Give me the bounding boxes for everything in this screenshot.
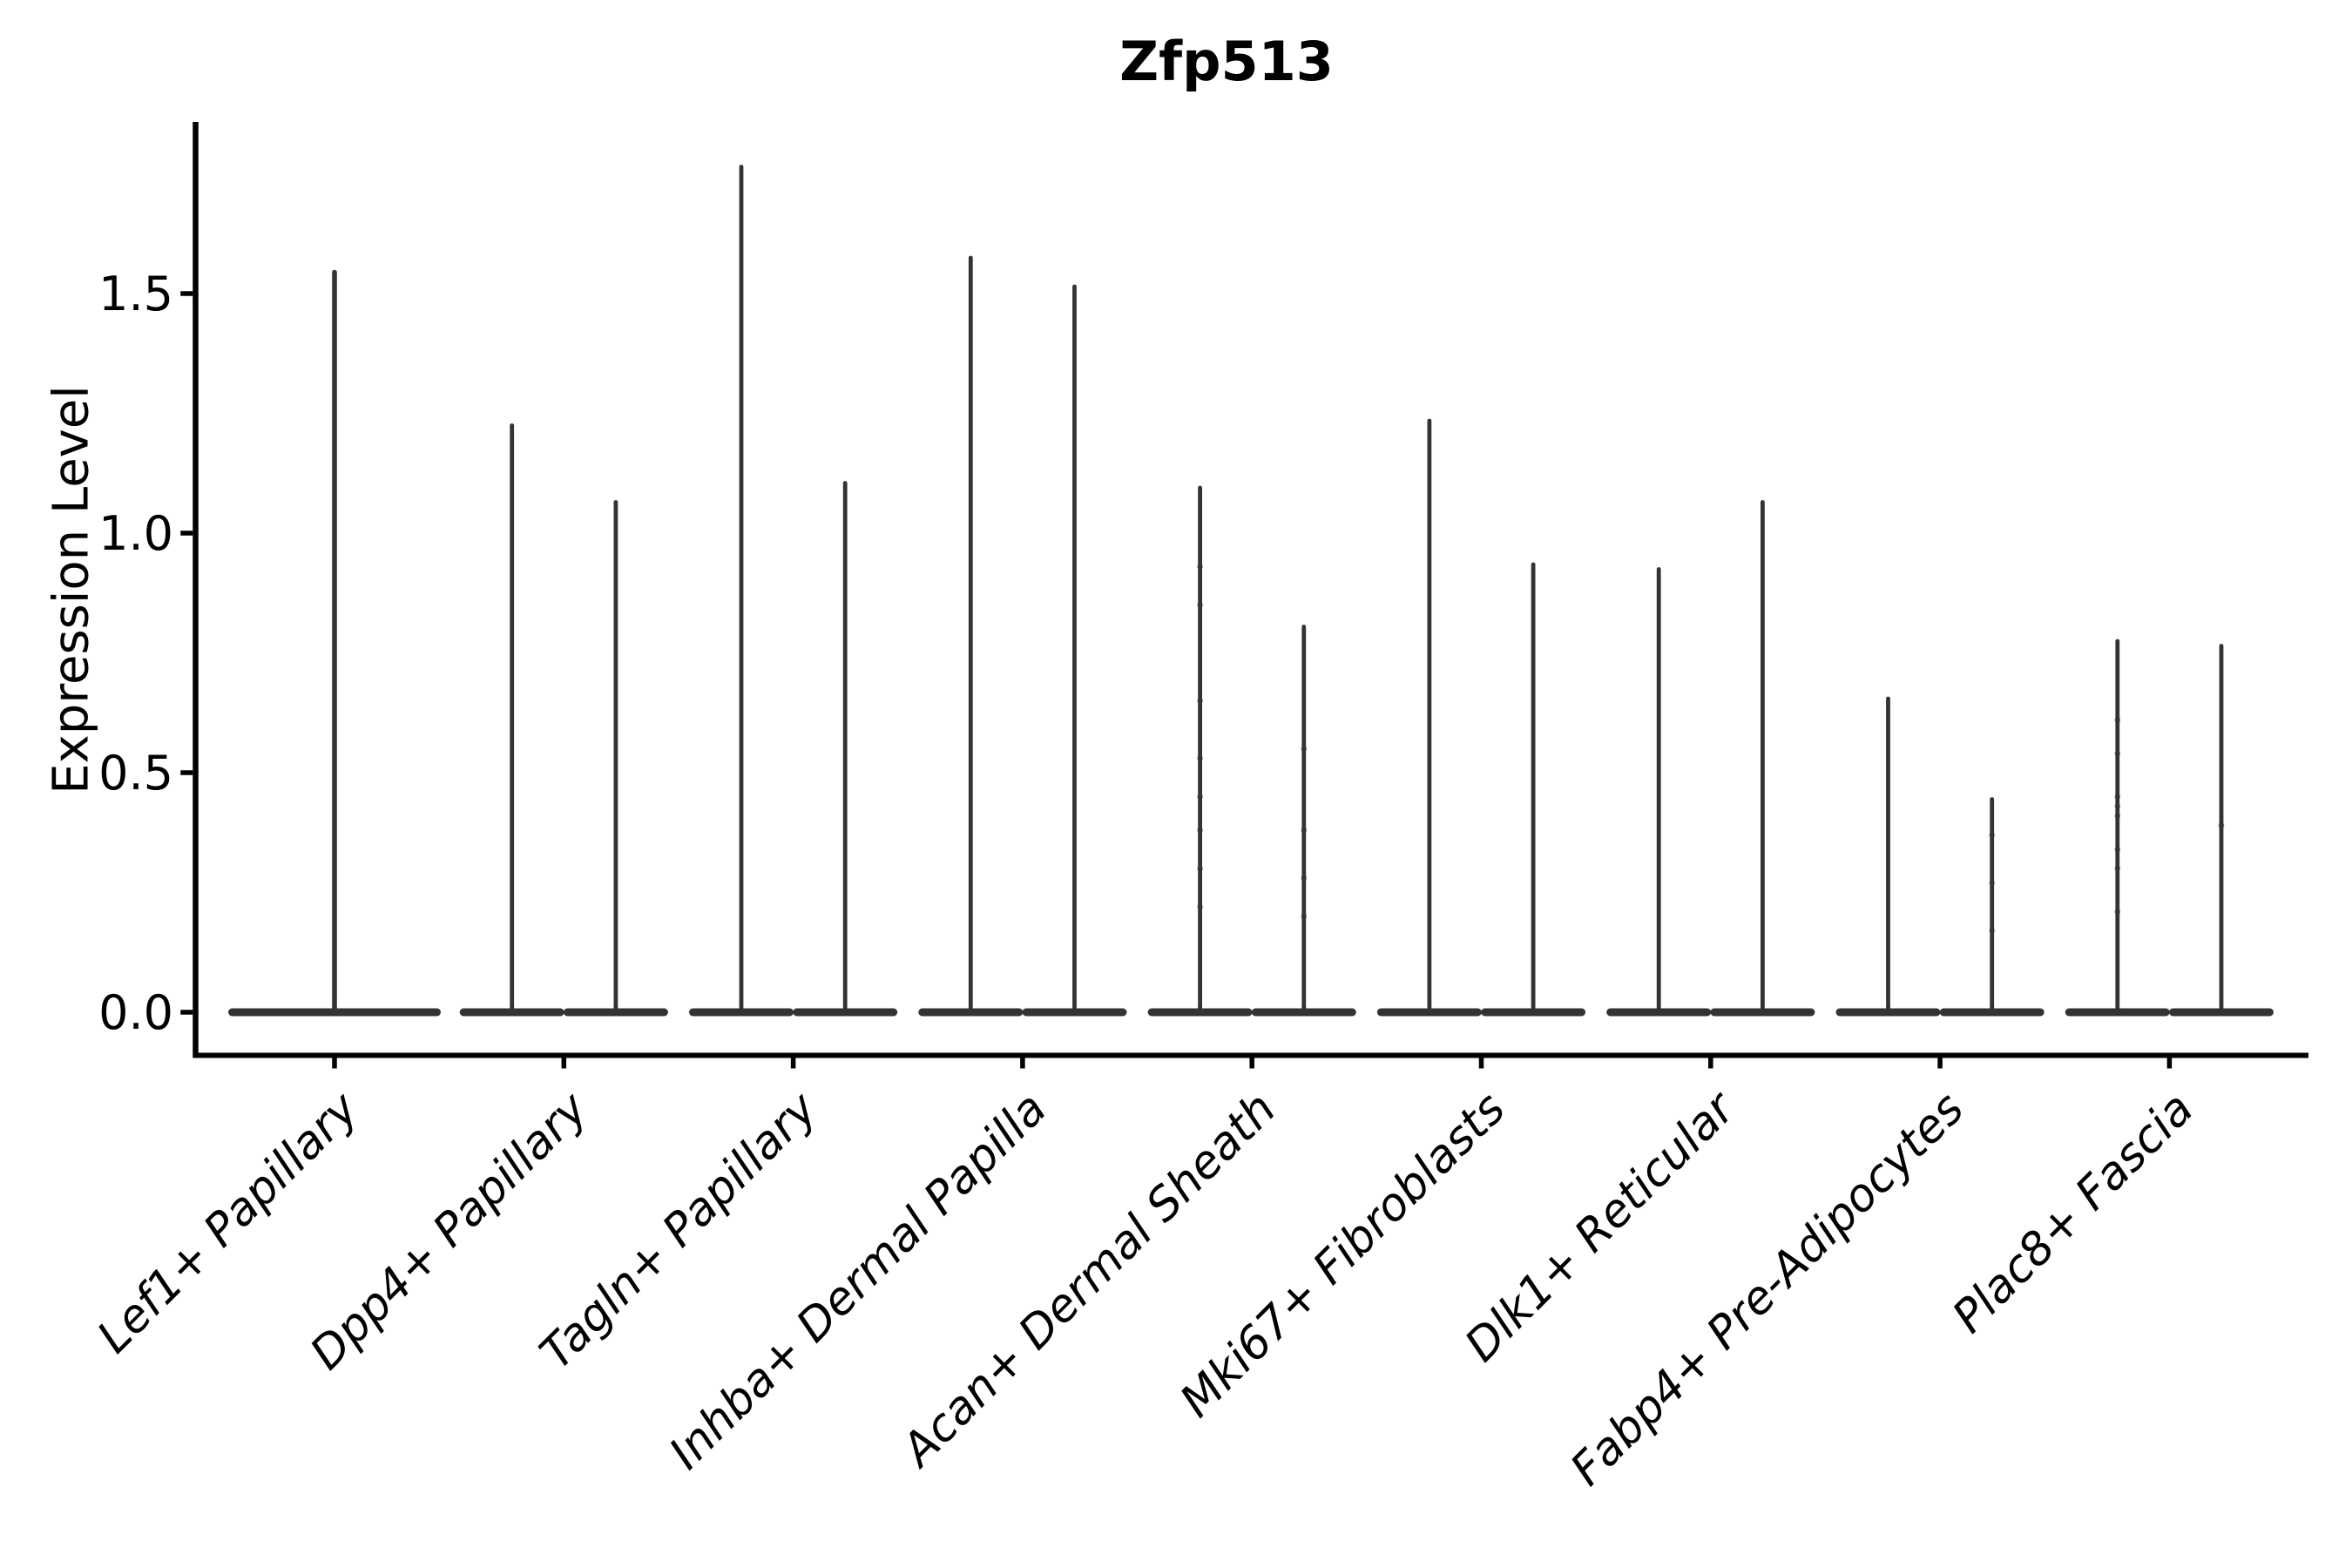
x-tick-label: Fabp4+ Pre-Adipocytes [1561, 1083, 1975, 1497]
jitter-point [2114, 794, 2121, 800]
x-tick [1937, 1058, 1943, 1069]
jitter-point [2114, 750, 2121, 757]
x-tick [2166, 1058, 2173, 1069]
jitter-point [2114, 813, 2121, 819]
y-tick [180, 1010, 193, 1015]
y-tick-label: 1.5 [98, 267, 173, 321]
x-tick [1478, 1058, 1484, 1069]
jitter-point [1301, 913, 1308, 920]
y-tick-label: 0.5 [98, 746, 173, 801]
jitter-point [2114, 803, 2121, 809]
y-tick-label: 0.0 [98, 985, 173, 1040]
jitter-point [1301, 875, 1308, 882]
jitter-point [2114, 717, 2121, 723]
jitter-point [1197, 564, 1203, 570]
jitter-point [1197, 827, 1203, 834]
y-tick-label: 1.0 [98, 506, 173, 561]
jitter-point [1197, 755, 1203, 761]
jitter-point [1197, 903, 1203, 910]
jitter-point [1989, 880, 1995, 886]
x-tick-label: Inhba+ Dermal Papilla [659, 1083, 1057, 1480]
y-axis-spine [193, 122, 199, 1058]
y-tick [180, 531, 193, 536]
jitter-point [2114, 865, 2121, 872]
x-tick [332, 1058, 337, 1069]
jitter-point [1301, 746, 1308, 752]
jitter-point [1197, 602, 1203, 608]
x-axis-spine [195, 1052, 2308, 1058]
x-tick [1708, 1058, 1713, 1069]
x-tick [1020, 1058, 1025, 1069]
jitter-point [1989, 928, 1995, 934]
jitter-point [2114, 846, 2121, 853]
x-tick-label: Plac8+ Fascia [1943, 1083, 2203, 1343]
jitter-point [2114, 909, 2121, 915]
y-tick [180, 291, 193, 296]
jitter-point [1301, 827, 1308, 834]
x-tick [561, 1058, 567, 1069]
jitter-point [1989, 832, 1995, 838]
jitter-point [2218, 822, 2225, 828]
x-tick [1249, 1058, 1254, 1069]
x-tick-label: Acan+ Dermal Sheath [890, 1083, 1286, 1478]
jitter-point [1197, 698, 1203, 704]
y-tick [180, 770, 193, 775]
jitter-point [1197, 794, 1203, 800]
x-tick [790, 1058, 796, 1069]
jitter-point [1197, 865, 1203, 872]
chart-title: Zfp513 [1119, 30, 1334, 93]
